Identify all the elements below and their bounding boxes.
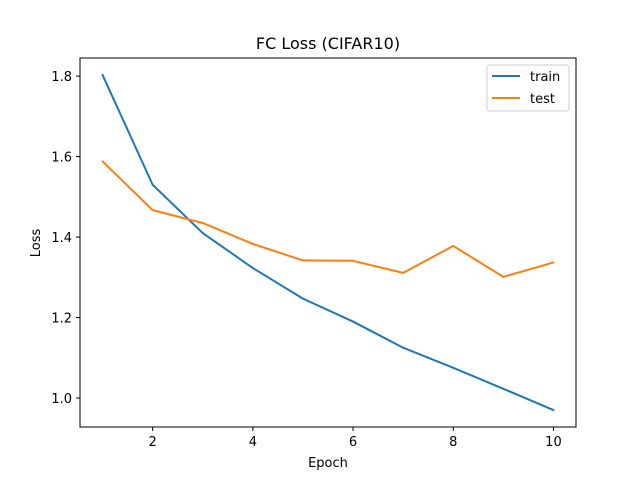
chart-title: FC Loss (CIFAR10)	[256, 34, 400, 53]
data-point-train-10	[552, 409, 555, 412]
x-tick-label-8: 8	[449, 435, 457, 450]
x-tick-label-6: 6	[349, 435, 357, 450]
data-point-train-4	[251, 267, 254, 270]
x-axis-ticks: 2 4 6 8 10	[149, 427, 562, 450]
data-point-test-2	[151, 209, 154, 212]
y-tick-label-1.6: 1.6	[51, 151, 72, 166]
y-axis-label: Loss	[29, 229, 44, 258]
data-point-test-10	[552, 261, 555, 264]
data-point-test-3	[201, 221, 204, 224]
data-point-train-5	[301, 297, 304, 300]
data-point-train-9	[502, 387, 505, 390]
data-point-test-6	[352, 259, 355, 262]
x-tick-label-10: 10	[545, 435, 562, 450]
data-point-train-3	[201, 232, 204, 235]
data-point-test-8	[452, 244, 455, 247]
data-point-train-6	[352, 320, 355, 323]
y-tick-label-1.2: 1.2	[51, 312, 72, 327]
series-line-test	[101, 160, 554, 278]
y-axis-ticks: 1.0 1.2 1.4 1.6 1.8	[51, 70, 80, 407]
data-point-train-2	[151, 183, 154, 186]
legend-label-test: test	[530, 92, 555, 107]
data-point-test-7	[402, 271, 405, 274]
data-point-train-7	[402, 346, 405, 349]
data-point-train-1	[101, 73, 104, 76]
legend-label-train: train	[530, 70, 560, 85]
data-point-test-5	[301, 259, 304, 262]
x-tick-label-2: 2	[149, 435, 157, 450]
series-line-train	[101, 74, 554, 412]
y-tick-label-1.8: 1.8	[51, 70, 72, 85]
data-point-test-4	[251, 242, 254, 245]
y-tick-label-1.0: 1.0	[51, 392, 72, 407]
x-tick-label-4: 4	[249, 435, 257, 450]
legend: train test	[486, 64, 570, 112]
x-axis-label: Epoch	[308, 456, 348, 471]
data-point-train-8	[452, 366, 455, 369]
y-tick-label-1.4: 1.4	[51, 231, 72, 246]
plot-area-frame	[79, 57, 577, 428]
data-point-test-1	[101, 160, 104, 163]
data-point-test-9	[502, 275, 505, 278]
plot-lines	[101, 73, 555, 412]
